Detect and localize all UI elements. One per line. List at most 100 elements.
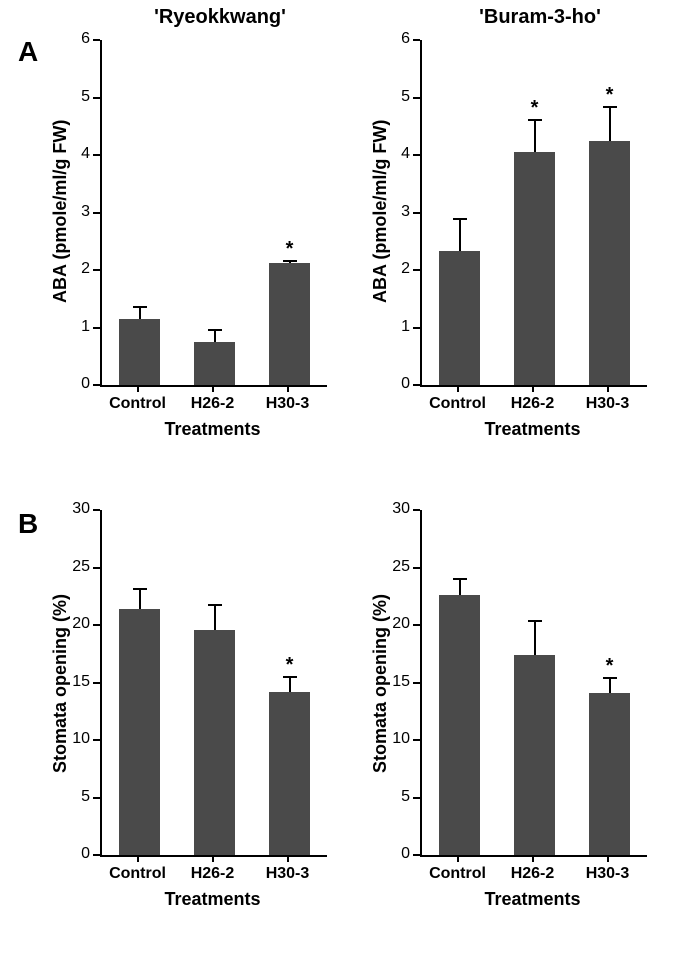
ytick <box>413 39 420 41</box>
xtick-label: H30-3 <box>253 395 323 413</box>
bar-H26-2 <box>194 342 235 385</box>
chart-A_left: *0123456ControlH26-2H30-3 <box>100 40 325 385</box>
ytick <box>93 509 100 511</box>
errorbar <box>534 119 536 152</box>
ytick <box>93 39 100 41</box>
errorbar-cap <box>208 329 222 331</box>
chart-B_left: *051015202530ControlH26-2H30-3 <box>100 510 325 855</box>
errorbar-cap <box>208 604 222 606</box>
ytick-label: 30 <box>380 500 410 518</box>
ytick-label: 25 <box>60 558 90 576</box>
ytick <box>413 97 420 99</box>
xtick-label: H30-3 <box>573 395 643 413</box>
chart-A_right: **0123456ControlH26-2H30-3 <box>420 40 645 385</box>
ytick <box>93 682 100 684</box>
ytick <box>413 797 420 799</box>
xtick-label: H30-3 <box>573 865 643 883</box>
bar-Control <box>119 319 160 385</box>
xtick <box>457 385 459 392</box>
ytick-label: 1 <box>60 318 90 336</box>
yaxis-title: Stomata opening (%) <box>50 594 71 773</box>
ytick-label: 0 <box>60 375 90 393</box>
ytick <box>93 212 100 214</box>
ytick <box>413 269 420 271</box>
xtick <box>287 855 289 862</box>
errorbar-cap <box>453 578 467 580</box>
xtick <box>137 385 139 392</box>
ytick <box>93 624 100 626</box>
significance-star: * <box>282 654 298 677</box>
significance-star: * <box>282 238 298 261</box>
xtick <box>607 385 609 392</box>
xtick <box>212 855 214 862</box>
xtick-label: Control <box>423 865 493 883</box>
ytick <box>93 269 100 271</box>
ytick <box>93 567 100 569</box>
errorbar-cap <box>133 306 147 308</box>
xtick-label: Control <box>103 395 173 413</box>
ytick-label: 0 <box>60 845 90 863</box>
xtick-label: H30-3 <box>253 865 323 883</box>
ytick-label: 5 <box>380 88 410 106</box>
errorbar <box>459 578 461 595</box>
ytick <box>93 797 100 799</box>
errorbar <box>139 588 141 609</box>
cultivar-right-label: 'Buram-3-ho' <box>430 6 650 29</box>
xtick-label: H26-2 <box>178 865 248 883</box>
ytick <box>413 854 420 856</box>
ytick <box>413 154 420 156</box>
ytick <box>413 384 420 386</box>
xtick <box>212 385 214 392</box>
plot-area: ** <box>420 40 647 387</box>
ytick <box>93 154 100 156</box>
xaxis-title: Treatments <box>420 419 645 440</box>
bar-H30-3 <box>269 263 310 385</box>
bar-H30-3 <box>589 141 630 385</box>
ytick <box>93 384 100 386</box>
ytick <box>413 682 420 684</box>
xtick <box>532 385 534 392</box>
xtick <box>532 855 534 862</box>
ytick-label: 0 <box>380 845 410 863</box>
panel-a-label: A <box>18 36 38 68</box>
errorbar <box>214 604 216 629</box>
xtick-label: H26-2 <box>178 395 248 413</box>
errorbar <box>609 677 611 693</box>
xtick <box>607 855 609 862</box>
ytick-label: 5 <box>380 788 410 806</box>
errorbar <box>289 676 291 692</box>
bar-H30-3 <box>589 693 630 855</box>
ytick <box>93 327 100 329</box>
yaxis-title: ABA (pmole/ml/g FW) <box>370 119 391 302</box>
ytick <box>413 739 420 741</box>
ytick <box>93 739 100 741</box>
bar-Control <box>119 609 160 855</box>
xtick-label: H26-2 <box>498 865 568 883</box>
xaxis-title: Treatments <box>100 419 325 440</box>
bar-Control <box>439 251 480 385</box>
xtick-label: Control <box>103 865 173 883</box>
ytick-label: 1 <box>380 318 410 336</box>
yaxis-title: ABA (pmole/ml/g FW) <box>50 119 71 302</box>
ytick-label: 5 <box>60 88 90 106</box>
xtick-label: Control <box>423 395 493 413</box>
xaxis-title: Treatments <box>420 889 645 910</box>
ytick <box>413 567 420 569</box>
xaxis-title: Treatments <box>100 889 325 910</box>
plot-area: * <box>420 510 647 857</box>
panel-b-label: B <box>18 508 38 540</box>
errorbar-cap <box>528 620 542 622</box>
ytick <box>93 854 100 856</box>
bar-Control <box>439 595 480 855</box>
ytick-label: 0 <box>380 375 410 393</box>
errorbar <box>609 106 611 141</box>
ytick-label: 5 <box>60 788 90 806</box>
errorbar-cap <box>453 218 467 220</box>
xtick <box>457 855 459 862</box>
ytick-label: 25 <box>380 558 410 576</box>
cultivar-left-label: 'Ryeokkwang' <box>110 6 330 29</box>
xtick <box>287 385 289 392</box>
bar-H26-2 <box>514 152 555 385</box>
bar-H30-3 <box>269 692 310 855</box>
bar-H26-2 <box>514 655 555 855</box>
